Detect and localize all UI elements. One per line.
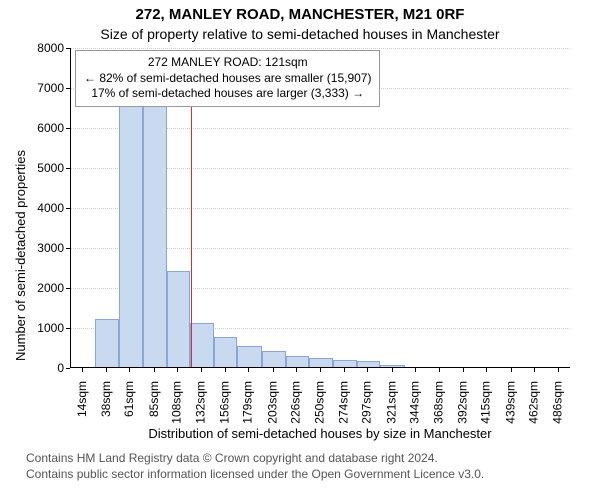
ytick-label: 3000 — [28, 241, 64, 255]
histogram-bar — [380, 365, 404, 367]
gridline — [71, 48, 570, 49]
xtick-mark — [296, 368, 297, 372]
xtick-label: 85sqm — [147, 381, 161, 417]
y-axis-label: Number of semi-detached properties — [13, 150, 28, 361]
histogram-bar — [309, 358, 333, 367]
xtick-mark — [344, 368, 345, 372]
xtick-mark — [273, 368, 274, 372]
ytick-mark — [66, 48, 70, 49]
xtick-label: 38sqm — [99, 381, 113, 417]
xtick-label: 274sqm — [337, 381, 351, 424]
attribution: Contains HM Land Registry data © Crown c… — [26, 450, 484, 482]
histogram-bar — [167, 271, 190, 367]
ytick-mark — [66, 168, 70, 169]
xtick-mark — [511, 368, 512, 372]
xtick-label: 179sqm — [241, 381, 255, 424]
xtick-label: 61sqm — [123, 381, 137, 417]
xtick-label: 132sqm — [194, 381, 208, 424]
xtick-label: 250sqm — [313, 381, 327, 424]
xtick-label: 203sqm — [265, 381, 279, 424]
xtick-mark — [367, 368, 368, 372]
chart-title-line1: 272, MANLEY ROAD, MANCHESTER, M21 0RF — [0, 6, 600, 23]
xtick-label: 462sqm — [526, 381, 540, 424]
annotation-line: ← 82% of semi-detached houses are smalle… — [84, 71, 371, 87]
xtick-label: 368sqm — [432, 381, 446, 424]
ytick-mark — [66, 128, 70, 129]
ytick-mark — [66, 368, 70, 369]
ytick-label: 7000 — [28, 81, 64, 95]
ytick-label: 2000 — [28, 281, 64, 295]
chart-container: 272, MANLEY ROAD, MANCHESTER, M21 0RF Si… — [0, 0, 600, 500]
xtick-mark — [439, 368, 440, 372]
ytick-label: 0 — [28, 361, 64, 375]
xtick-label: 486sqm — [551, 381, 565, 424]
histogram-bar — [237, 346, 261, 367]
xtick-mark — [154, 368, 155, 372]
plot-area: 272 MANLEY ROAD: 121sqm← 82% of semi-det… — [70, 48, 570, 368]
property-marker-line — [191, 95, 192, 367]
histogram-bar — [143, 103, 167, 367]
xtick-mark — [177, 368, 178, 372]
ytick-mark — [66, 88, 70, 89]
ytick-label: 5000 — [28, 161, 64, 175]
ytick-mark — [66, 208, 70, 209]
attribution-line1: Contains HM Land Registry data © Crown c… — [26, 450, 484, 466]
xtick-label: 297sqm — [360, 381, 374, 424]
xtick-mark — [82, 368, 83, 372]
ytick-label: 6000 — [28, 121, 64, 135]
ytick-mark — [66, 248, 70, 249]
xtick-mark — [463, 368, 464, 372]
ytick-mark — [66, 328, 70, 329]
histogram-bar — [119, 103, 142, 367]
xtick-mark — [486, 368, 487, 372]
xtick-mark — [106, 368, 107, 372]
ytick-label: 4000 — [28, 201, 64, 215]
xtick-mark — [248, 368, 249, 372]
annotation-line: 272 MANLEY ROAD: 121sqm — [84, 55, 371, 71]
ytick-mark — [66, 288, 70, 289]
y-axis-label-wrap: Number of semi-detached properties — [12, 48, 28, 368]
x-axis-label: Distribution of semi-detached houses by … — [70, 426, 570, 441]
histogram-bar — [95, 319, 119, 367]
xtick-label: 14sqm — [75, 381, 89, 417]
xtick-label: 439sqm — [503, 381, 517, 424]
xtick-mark — [320, 368, 321, 372]
chart-title-line2: Size of property relative to semi-detach… — [0, 26, 600, 42]
xtick-label: 392sqm — [456, 381, 470, 424]
xtick-label: 321sqm — [384, 381, 398, 424]
annotation-line: 17% of semi-detached houses are larger (… — [84, 86, 371, 102]
xtick-mark — [392, 368, 393, 372]
histogram-bar — [262, 351, 286, 367]
xtick-mark — [201, 368, 202, 372]
histogram-bar — [286, 356, 309, 367]
xtick-mark — [415, 368, 416, 372]
xtick-label: 226sqm — [289, 381, 303, 424]
histogram-bar — [333, 360, 357, 367]
xtick-mark — [129, 368, 130, 372]
xtick-mark — [225, 368, 226, 372]
ytick-label: 1000 — [28, 321, 64, 335]
xtick-mark — [534, 368, 535, 372]
attribution-line2: Contains public sector information licen… — [26, 466, 484, 482]
histogram-bar — [190, 323, 214, 367]
xtick-mark — [558, 368, 559, 372]
histogram-bar — [357, 361, 380, 367]
annotation-box: 272 MANLEY ROAD: 121sqm← 82% of semi-det… — [75, 50, 380, 107]
xtick-label: 415sqm — [479, 381, 493, 424]
xtick-label: 108sqm — [170, 381, 184, 424]
xtick-label: 344sqm — [407, 381, 421, 424]
ytick-label: 8000 — [28, 41, 64, 55]
xtick-label: 156sqm — [218, 381, 232, 424]
histogram-bar — [214, 337, 237, 367]
